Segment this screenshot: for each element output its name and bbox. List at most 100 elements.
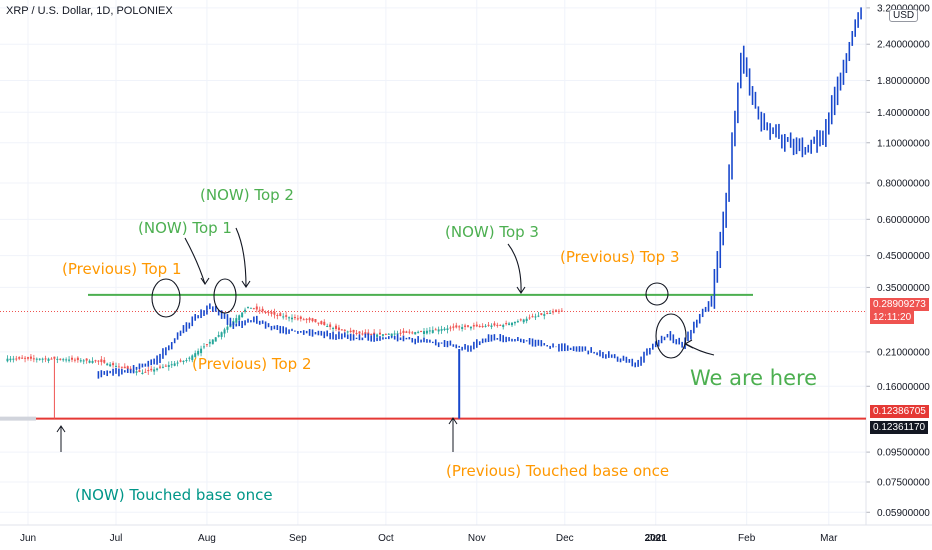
- annotation-drawings: [56, 227, 715, 452]
- previous-series-candle: [449, 327, 452, 329]
- previous-series-candle: [273, 311, 276, 315]
- previous-series-candle: [247, 306, 249, 308]
- x-tick-label: Mar: [820, 533, 838, 544]
- previous-series-candle: [437, 329, 440, 332]
- chart-title: XRP / U.S. Dollar, 1D, POLONIEX: [6, 5, 173, 17]
- previous-series-candle: [478, 326, 481, 328]
- previous-series-candle: [513, 321, 516, 324]
- y-tick-label: 0.60000000: [877, 215, 930, 226]
- previous-series-candle: [314, 319, 317, 323]
- current-series-bars: [97, 7, 862, 419]
- previous-series-candle: [264, 311, 267, 313]
- x-tick-label: Oct: [378, 533, 394, 544]
- previous-series-candle: [91, 360, 94, 363]
- previous-series-candle: [188, 357, 191, 359]
- previous-series-candle: [399, 332, 402, 334]
- arrow-top-1: [184, 237, 206, 285]
- previous-series-candle: [261, 308, 264, 312]
- previous-series-candle: [481, 325, 484, 327]
- previous-series-candle: [549, 312, 552, 314]
- previous-series-candle: [376, 334, 379, 337]
- previous-series-candle: [120, 366, 123, 368]
- previous-series-candle: [9, 358, 12, 361]
- previous-series-candle: [223, 329, 226, 334]
- previous-series-candle: [103, 360, 106, 363]
- x-axis-labels: Jun Jul Aug Sep Oct Nov Dec Jan Feb Mar 2021: [20, 533, 838, 544]
- previous-series-candle: [53, 356, 56, 359]
- previous-series-candle: [47, 358, 50, 361]
- previous-series-candle: [417, 331, 420, 333]
- y-tick-label: 1.10000000: [877, 138, 930, 149]
- previous-series-candle: [76, 357, 79, 361]
- arrow-base-previous-head: [448, 417, 458, 425]
- countdown-tag: 12:11:20: [870, 311, 915, 324]
- previous-series-candle: [490, 325, 493, 327]
- y-axis-labels: 3.20000000 2.40000000 1.80000000 1.40000000…: [877, 3, 930, 518]
- previous-series-candle: [496, 324, 499, 326]
- last-price-tag: 0.28909273: [870, 298, 929, 311]
- previous-series-candle: [464, 325, 467, 327]
- annotation-we-are-here: We are here: [690, 366, 818, 390]
- annotation-previous-top-1: (Previous) Top 1: [62, 260, 182, 278]
- previous-series-candle: [326, 326, 329, 328]
- previous-series-candle: [197, 350, 200, 355]
- support-price-tag-secondary: 0.12361170: [870, 421, 929, 434]
- previous-series-candle: [15, 358, 18, 360]
- previous-series-candle: [18, 357, 21, 359]
- previous-series-candle: [211, 339, 214, 345]
- top-circle-3: [645, 282, 669, 306]
- previous-series-candle: [505, 323, 508, 325]
- previous-series-candle: [317, 322, 320, 324]
- annotation-previous-top-3: (Previous) Top 3: [560, 248, 680, 266]
- previous-series-candle: [112, 363, 115, 366]
- previous-series-candle: [191, 355, 194, 361]
- previous-series-candle: [235, 318, 238, 323]
- previous-series-candle: [364, 332, 367, 335]
- previous-series-candle: [117, 366, 120, 368]
- previous-series-candle: [185, 359, 188, 361]
- previous-series-candle: [267, 312, 270, 314]
- previous-series-candle: [528, 317, 531, 319]
- previous-series-candle: [355, 332, 358, 334]
- previous-series-candle: [150, 368, 153, 371]
- x-tick-label: Jun: [20, 533, 36, 544]
- previous-series-candle: [144, 371, 147, 373]
- previous-series-candle: [387, 333, 390, 335]
- previous-series-candle: [138, 370, 141, 373]
- previous-series-candle: [161, 366, 164, 368]
- previous-series-candle: [516, 321, 519, 323]
- previous-series-candle: [29, 356, 32, 359]
- previous-series-candle: [217, 335, 220, 337]
- previous-series-candle: [534, 316, 537, 318]
- previous-series-candle: [115, 365, 117, 367]
- previous-series-candle: [73, 359, 76, 361]
- horizontal-lines[interactable]: [0, 293, 866, 421]
- previous-series-candle: [173, 363, 176, 366]
- previous-series-candle: [402, 330, 405, 333]
- previous-series-candle: [59, 358, 62, 360]
- previous-series-candle: [472, 325, 475, 327]
- currency-badge[interactable]: USD: [889, 9, 919, 22]
- previous-series-candle: [38, 358, 41, 360]
- y-tick-label: 0.80000000: [877, 178, 930, 189]
- previous-series-candle: [381, 334, 384, 336]
- previous-series-candle: [214, 337, 217, 342]
- previous-series-candle: [349, 330, 352, 332]
- previous-series-candle: [540, 313, 543, 315]
- previous-series-candle: [390, 333, 393, 337]
- previous-series-candle: [361, 333, 364, 335]
- annotation-now-touched-base: (NOW) Touched base once: [75, 486, 273, 504]
- previous-series-candle: [393, 333, 396, 335]
- previous-series-candle: [276, 315, 279, 317]
- previous-series-candle: [461, 327, 464, 329]
- y-tick-label: 0.21000000: [877, 347, 930, 358]
- previous-series-candle: [522, 319, 525, 323]
- previous-series-candle: [543, 314, 546, 316]
- arrow-base-now-head: [56, 425, 66, 433]
- previous-series-candle: [293, 316, 296, 319]
- previous-series-candle: [452, 326, 455, 328]
- previous-series-candle: [305, 318, 308, 320]
- previous-series-candle: [285, 315, 288, 317]
